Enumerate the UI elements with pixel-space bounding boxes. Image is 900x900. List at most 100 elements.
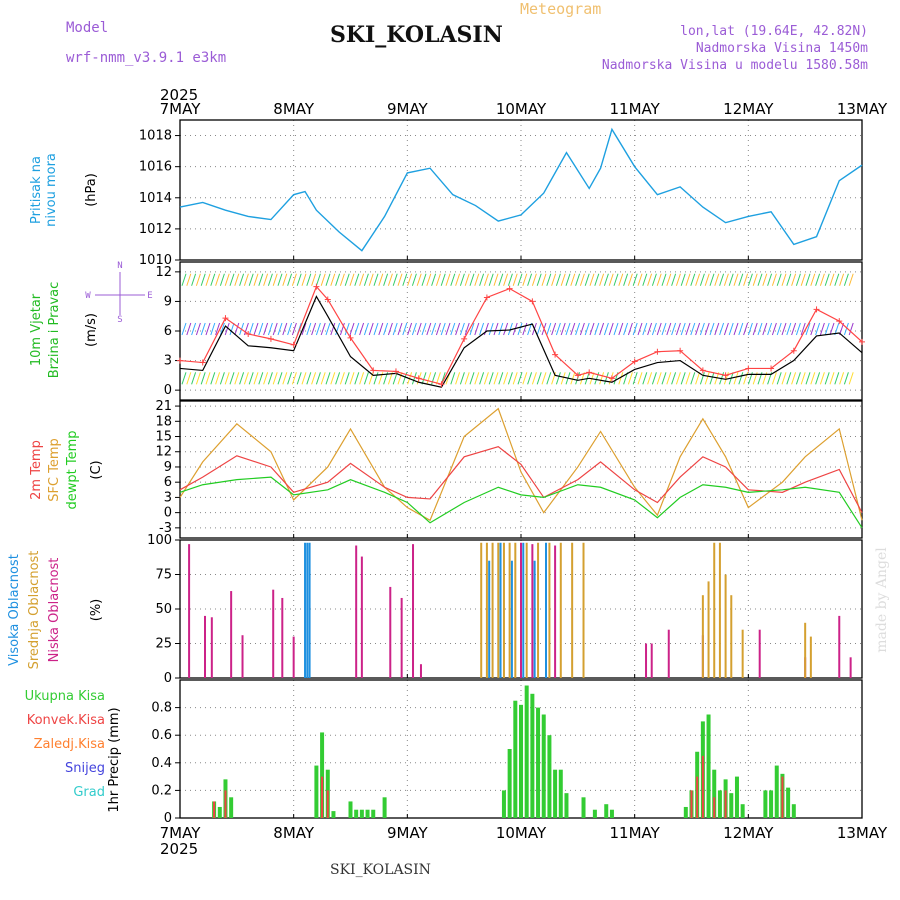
- wind-barb: [848, 372, 854, 385]
- wind-barb: [224, 372, 230, 385]
- wind-barb: [848, 322, 854, 336]
- wind-barb: [503, 372, 509, 385]
- wind-barb: [349, 322, 355, 336]
- wind-barb: [205, 322, 211, 336]
- wind-barb: [282, 273, 288, 286]
- cloud-bar-visoka: [522, 542, 525, 678]
- wind-barb: [455, 372, 461, 385]
- x-tick-top-13MAY: 13MAY: [837, 100, 888, 118]
- precip-bar: [558, 769, 563, 818]
- compass-w: W: [85, 291, 91, 301]
- wind-gust-marker: [199, 359, 206, 366]
- precip-bar: [712, 769, 717, 818]
- precip-bar: [321, 776, 324, 818]
- wind-barb: [680, 372, 686, 385]
- wind-barb: [243, 273, 249, 286]
- wind-gust-marker: [438, 381, 445, 388]
- wind-barb: [546, 372, 552, 385]
- wind-barb: [666, 273, 672, 286]
- wind-barb: [786, 322, 792, 336]
- wind-barb: [387, 273, 393, 286]
- y-tick-label: 0.6: [151, 728, 172, 743]
- y-tick-label: 1012: [139, 222, 172, 237]
- compass-n: N: [117, 261, 122, 271]
- wind-barb: [752, 273, 758, 286]
- wind-barb: [675, 372, 681, 385]
- wind-barb: [522, 273, 528, 286]
- wind-barb: [464, 273, 470, 286]
- wind-barb: [699, 372, 705, 385]
- wind-gust-marker: [722, 372, 729, 379]
- dewpt-title: dewpt Temp: [65, 430, 80, 509]
- wind-barb: [239, 372, 245, 385]
- wind-barb: [248, 372, 254, 385]
- wind-barb: [503, 273, 509, 286]
- wind-barb: [527, 372, 533, 385]
- wind-barb: [752, 322, 758, 336]
- wind-barb: [776, 322, 782, 336]
- wind-barb: [224, 322, 230, 336]
- wind-barb: [599, 273, 605, 286]
- wind-barb: [488, 322, 494, 336]
- wind-barb: [584, 322, 590, 336]
- y-tick-label: 1010: [139, 253, 172, 268]
- wind-barb: [843, 322, 849, 336]
- wind-barb: [455, 273, 461, 286]
- sfc-title: SFC Temp: [47, 438, 62, 502]
- wind-barb: [680, 273, 686, 286]
- wind-barb: [699, 322, 705, 336]
- wind-barb: [378, 322, 384, 336]
- cloud-bar-visoka: [533, 560, 536, 678]
- precip-bar: [513, 700, 518, 818]
- wind-barb: [824, 372, 830, 385]
- wind-barb: [829, 273, 835, 286]
- wind-barb: [315, 372, 321, 385]
- cloud-bar-niska: [204, 615, 207, 678]
- wind-gust-marker: [677, 347, 684, 354]
- wind-barb: [239, 273, 245, 286]
- wind-barb: [536, 372, 542, 385]
- wind-barb: [474, 372, 480, 385]
- precip-bar: [740, 804, 745, 818]
- wind-barb: [738, 273, 744, 286]
- wind-barb: [459, 273, 465, 286]
- precip-bar: [713, 797, 716, 818]
- precip-legend-1: Konvek.Kisa: [27, 713, 105, 728]
- wind-barb: [277, 372, 283, 385]
- wind-barb: [330, 273, 336, 286]
- wind-barb: [479, 273, 485, 286]
- cloud-bar-niska: [355, 545, 358, 678]
- cloud-bar-niska: [281, 597, 284, 678]
- wind-barb: [291, 372, 297, 385]
- wind-barb: [575, 322, 581, 336]
- wind-title-line2: Brzina i Pravac: [47, 282, 62, 379]
- x-tick-bottom-11MAY: 11MAY: [610, 824, 661, 842]
- wind-barb: [272, 273, 278, 286]
- y-tick-label: 9: [164, 460, 172, 475]
- temp2m-title: 2m Temp: [29, 440, 44, 500]
- cloud-bar-niska: [360, 556, 363, 678]
- wind-barb: [440, 273, 446, 286]
- wind-barb: [325, 273, 331, 286]
- panel-frame: [179, 400, 863, 539]
- wind-barb: [661, 322, 667, 336]
- precip-bar: [724, 790, 727, 818]
- pressure-title-line1: Pritisak na: [29, 156, 44, 224]
- wind-gust-marker: [699, 367, 706, 374]
- precip-bar: [781, 776, 784, 818]
- wind-barb: [335, 273, 341, 286]
- wind-barb: [570, 322, 576, 336]
- precip-bar: [690, 790, 693, 818]
- precip-bar: [592, 809, 597, 818]
- wind-barb: [282, 322, 288, 336]
- cloud-bar-srednja: [491, 542, 494, 678]
- altitude-label: Nadmorska Visina 1450m: [695, 41, 868, 56]
- wind-barb: [795, 372, 801, 385]
- wind-barb: [791, 273, 797, 286]
- wind-barb: [421, 372, 427, 385]
- wind-barb: [517, 273, 523, 286]
- wind-barb: [599, 322, 605, 336]
- x-tick-top-11MAY: 11MAY: [610, 100, 661, 118]
- wind-barb: [258, 372, 264, 385]
- wind-barb: [339, 322, 345, 336]
